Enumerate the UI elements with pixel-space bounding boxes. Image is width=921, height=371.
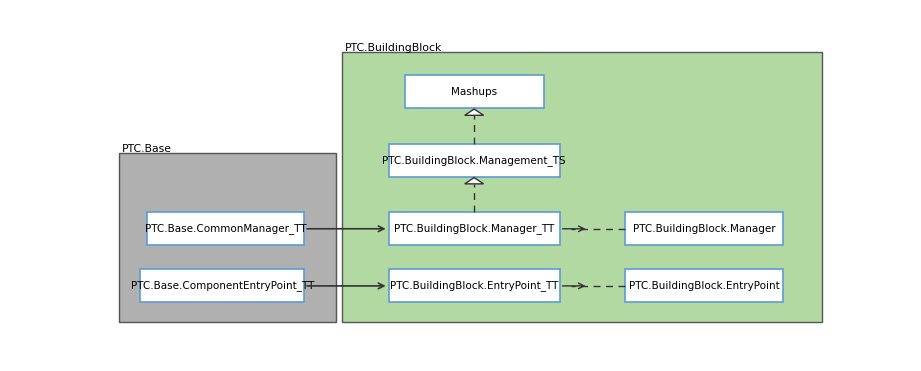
Bar bbox=[140, 269, 304, 302]
Bar bbox=[119, 153, 336, 322]
Text: PTC.BuildingBlock.Manager_TT: PTC.BuildingBlock.Manager_TT bbox=[394, 223, 554, 234]
Text: PTC.BuildingBlock: PTC.BuildingBlock bbox=[345, 43, 442, 53]
Text: PTC.BuildingBlock.EntryPoint: PTC.BuildingBlock.EntryPoint bbox=[629, 281, 779, 291]
Polygon shape bbox=[465, 109, 484, 115]
Text: Mashups: Mashups bbox=[451, 87, 497, 97]
Bar bbox=[625, 212, 783, 245]
Text: PTC.Base.CommonManager_TT: PTC.Base.CommonManager_TT bbox=[145, 223, 307, 234]
Bar bbox=[147, 212, 304, 245]
Text: PTC.Base.ComponentEntryPoint_TT: PTC.Base.ComponentEntryPoint_TT bbox=[131, 280, 314, 291]
Text: PTC.BuildingBlock.Management_TS: PTC.BuildingBlock.Management_TS bbox=[382, 155, 566, 166]
Bar bbox=[389, 144, 560, 177]
Polygon shape bbox=[465, 178, 484, 184]
Bar bbox=[389, 269, 560, 302]
Text: PTC.BuildingBlock.Manager: PTC.BuildingBlock.Manager bbox=[633, 224, 775, 234]
Text: PTC.Base: PTC.Base bbox=[122, 144, 171, 154]
Bar bbox=[342, 52, 822, 322]
Bar bbox=[625, 269, 783, 302]
Bar bbox=[404, 75, 543, 108]
Bar bbox=[389, 212, 560, 245]
Text: PTC.BuildingBlock.EntryPoint_TT: PTC.BuildingBlock.EntryPoint_TT bbox=[390, 280, 558, 291]
